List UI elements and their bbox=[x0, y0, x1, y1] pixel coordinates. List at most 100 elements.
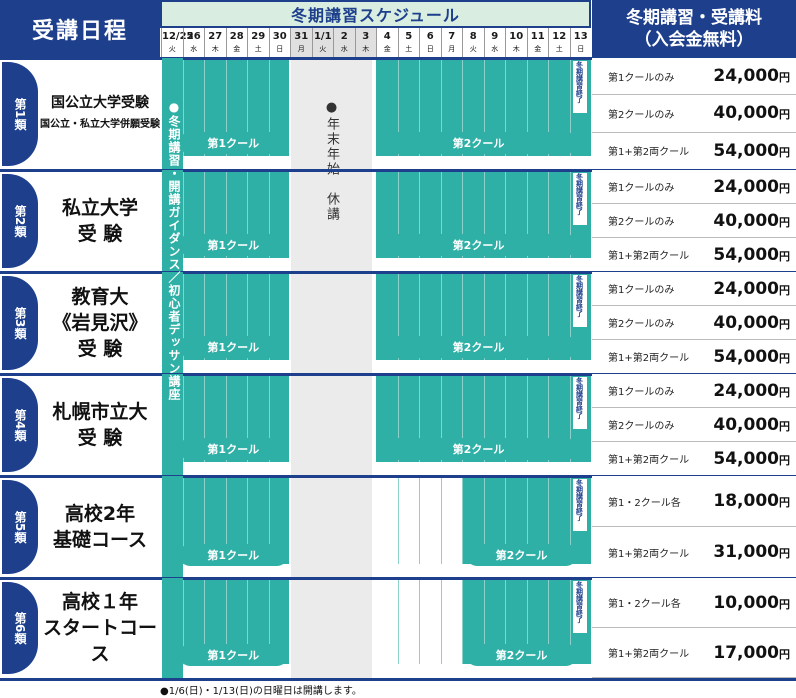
course2-pill: 第2クール bbox=[466, 544, 577, 566]
day-number: 7 bbox=[448, 31, 456, 42]
weekday: 土 bbox=[555, 45, 563, 53]
course-title: 高校１年 スタートコース bbox=[40, 578, 160, 678]
grid-line bbox=[247, 580, 248, 664]
course-title-line: 《岩見沢》 bbox=[52, 312, 148, 334]
grid-line bbox=[268, 60, 270, 156]
grid-line bbox=[483, 274, 485, 360]
price-amount: 24,000円 bbox=[713, 66, 790, 86]
course-end-label: 冬期講習終了 bbox=[572, 61, 587, 113]
grid-line bbox=[526, 274, 528, 360]
day-number: 9 bbox=[491, 31, 499, 42]
grid-line bbox=[569, 274, 571, 360]
grid-line bbox=[440, 172, 442, 258]
grid-line bbox=[225, 376, 227, 462]
guidance-label: ●冬期講習・開講ガイダンス／初心者デッサン講座 bbox=[167, 100, 181, 401]
price-value: 24,000 bbox=[713, 278, 779, 299]
grid-line bbox=[526, 376, 528, 462]
grid-line bbox=[505, 376, 506, 462]
price-amount: 54,000円 bbox=[713, 245, 790, 265]
guidance-cell bbox=[162, 272, 183, 374]
guidance-cell bbox=[162, 578, 183, 678]
weekday: 木 bbox=[512, 45, 520, 53]
course-end-label: 冬期講習終了 bbox=[572, 275, 587, 327]
day-column-header: 31 月 bbox=[290, 28, 312, 58]
price-value: 54,000 bbox=[713, 244, 779, 265]
course1-pill: 第1クール bbox=[178, 644, 288, 666]
weekday: 水 bbox=[491, 45, 499, 53]
day-number: 12/25 bbox=[162, 31, 194, 42]
price-unit: 円 bbox=[779, 453, 790, 467]
course-title-line: 教育大 bbox=[71, 286, 129, 308]
price-row: 第1+第2両クール 31,000円 bbox=[592, 527, 796, 578]
weekday: 水 bbox=[340, 45, 348, 53]
category-badge: 第2類 bbox=[2, 174, 38, 268]
grid-line bbox=[505, 478, 506, 564]
grid-line bbox=[569, 478, 571, 564]
price-row: 第1+第2両クール 54,000円 bbox=[592, 442, 796, 476]
price-value: 54,000 bbox=[713, 346, 779, 367]
grid-line bbox=[462, 376, 463, 462]
course2-pill: 第2クール bbox=[380, 438, 577, 460]
price-value: 10,000 bbox=[713, 592, 779, 613]
price-amount: 24,000円 bbox=[713, 279, 790, 299]
day-number: 29 bbox=[251, 31, 266, 42]
weekday: 金 bbox=[233, 45, 241, 53]
grid-line bbox=[548, 274, 549, 360]
price-row: 第1+第2両クール 54,000円 bbox=[592, 340, 796, 374]
grid-line bbox=[569, 580, 571, 664]
grid-line bbox=[397, 478, 399, 564]
grid-line bbox=[440, 376, 442, 462]
day-number: 27 bbox=[208, 31, 223, 42]
course-title-line: 私立大学 bbox=[61, 197, 138, 219]
price-amount: 24,000円 bbox=[713, 177, 790, 197]
price-label: 第1+第2両クール bbox=[608, 649, 690, 660]
grid-line bbox=[440, 274, 442, 360]
day-number: 3 bbox=[362, 31, 370, 42]
grid-line bbox=[182, 172, 184, 258]
price-row: 第1クールのみ 24,000円 bbox=[592, 170, 796, 204]
grid-line bbox=[204, 478, 205, 564]
price-value: 40,000 bbox=[713, 312, 779, 333]
weekday: 日 bbox=[577, 45, 585, 53]
course2-pill: 第2クール bbox=[380, 132, 577, 154]
category-badge: 第3類 bbox=[2, 276, 38, 370]
day-number: 26 bbox=[186, 31, 201, 42]
footnote: ●1/6(日)・1/13(日)の日曜日は開講します。 bbox=[160, 686, 362, 697]
course-title-line: 受 験 bbox=[77, 427, 123, 449]
day-number: 31 bbox=[294, 31, 309, 42]
grid-line bbox=[440, 580, 442, 664]
price-amount: 31,000円 bbox=[713, 542, 790, 562]
grid-line bbox=[268, 274, 270, 360]
category-badge: 第5類 bbox=[2, 480, 38, 574]
price-row: 第1・2クール各 10,000円 bbox=[592, 578, 796, 628]
price-value: 54,000 bbox=[713, 140, 779, 161]
grid-line bbox=[526, 60, 528, 156]
day-number: 10 bbox=[509, 31, 524, 42]
grid-line bbox=[397, 172, 399, 258]
price-label: 第1・2クール各 bbox=[608, 599, 681, 610]
grid-line bbox=[419, 172, 420, 258]
price-label: 第1+第2両クール bbox=[608, 455, 690, 466]
weekday: 火 bbox=[469, 45, 477, 53]
price-amount: 18,000円 bbox=[713, 491, 790, 511]
course-title-line: 札幌市立大 bbox=[52, 401, 148, 423]
course2-pill: 第2クール bbox=[380, 336, 577, 358]
price-unit: 円 bbox=[779, 71, 790, 85]
schedule-label-header: 受講日程 bbox=[0, 0, 160, 58]
grid-line bbox=[247, 274, 248, 360]
price-value: 18,000 bbox=[713, 491, 779, 511]
price-value: 40,000 bbox=[713, 414, 779, 435]
weekday: 土 bbox=[254, 45, 262, 53]
fee-title: 冬期講習・受講料 bbox=[626, 8, 762, 28]
weekday: 火 bbox=[319, 45, 327, 53]
course-title: 私立大学受 験 bbox=[40, 170, 160, 272]
course-title-line: 国公立・私立大学併願受験 bbox=[40, 119, 160, 130]
price-amount: 17,000円 bbox=[713, 643, 790, 663]
grid-line bbox=[526, 172, 528, 258]
price-unit: 円 bbox=[779, 419, 790, 433]
day-number: 12 bbox=[552, 31, 567, 42]
